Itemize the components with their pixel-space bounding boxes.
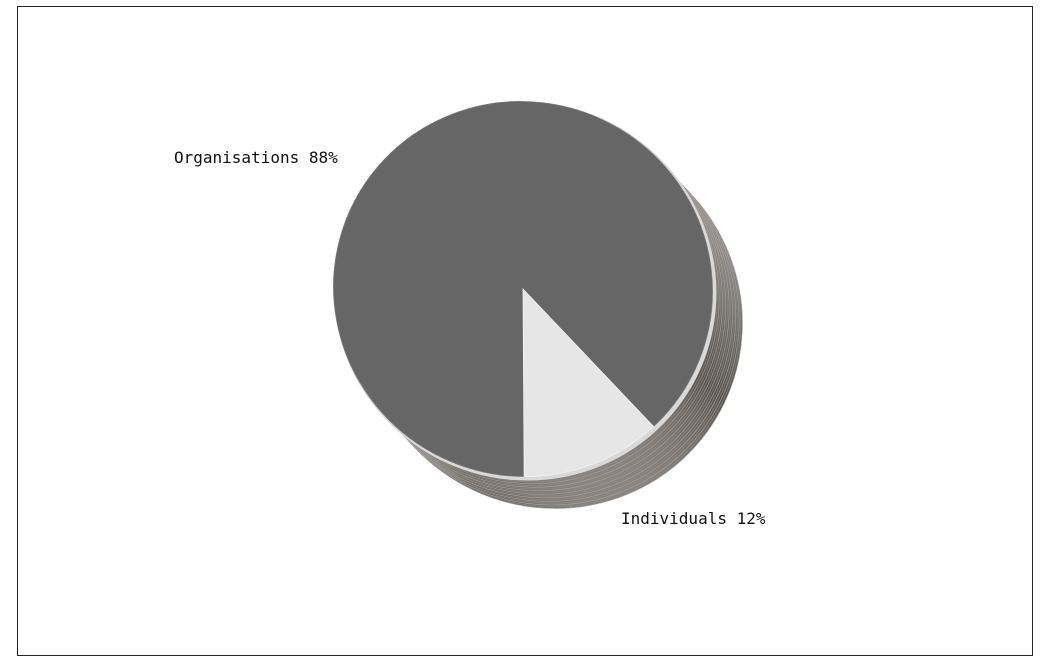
slice-label-organisations: Organisations 88% <box>174 148 338 167</box>
pie-slice-individuals <box>522 287 655 477</box>
pie-top <box>333 101 717 481</box>
slice-label-individuals: Individuals 12% <box>621 509 766 528</box>
pie-labels: Organisations 88% Individuals 12% <box>174 148 766 528</box>
